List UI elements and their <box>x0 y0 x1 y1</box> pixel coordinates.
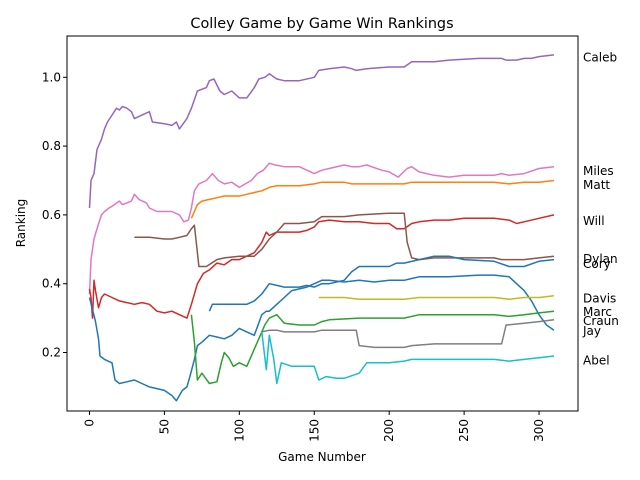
y-tick-label: 1.0 <box>42 70 61 84</box>
series-label-dylan: Dylan <box>583 252 618 266</box>
series-label-marc: Marc <box>583 305 612 319</box>
plot-frame <box>66 35 579 412</box>
series-line-matt <box>190 179 555 219</box>
x-tick-label: 150 <box>307 419 321 442</box>
series-line-abel <box>261 331 555 385</box>
x-tick-label: 200 <box>382 419 396 442</box>
chart-title: Colley Game by Game Win Rankings <box>190 16 453 32</box>
series-line-dylan <box>134 212 555 268</box>
series-line-caleb <box>88 54 555 209</box>
series-label-jay: Jay <box>582 324 601 338</box>
series-label-cory: Cory <box>583 257 611 271</box>
series-line-will <box>88 214 555 319</box>
series-label-miles: Miles <box>583 164 614 178</box>
series-line-cory <box>88 274 555 402</box>
series-label-craun: Craun <box>583 314 619 328</box>
y-axis-ticks: 0.2 0.4 0.6 0.8 1.0 <box>42 70 67 360</box>
series-line-craun <box>208 255 555 312</box>
x-tick-label: 0 <box>82 419 96 427</box>
x-axis-ticks: 0 50 100 150 200 250 300 <box>82 411 546 442</box>
series-line-jay <box>261 319 555 349</box>
x-tick-label: 300 <box>532 419 546 442</box>
plot-lines <box>88 54 555 402</box>
y-tick-label: 0.8 <box>42 139 61 153</box>
series-label-davis: Davis <box>583 291 616 305</box>
series-label-matt: Matt <box>583 178 610 192</box>
series-line-davis <box>318 294 555 300</box>
y-tick-label: 0.6 <box>42 208 61 222</box>
series-label-will: Will <box>583 214 605 228</box>
x-tick-label: 250 <box>457 419 471 442</box>
series-line-miles <box>88 162 555 295</box>
x-tick-label: 100 <box>232 419 246 442</box>
y-tick-label: 0.2 <box>42 346 61 360</box>
y-axis-label: Ranking <box>14 199 28 248</box>
series-line-marc <box>190 310 555 385</box>
series-label-caleb: Caleb <box>583 51 617 65</box>
x-axis-label: Game Number <box>278 450 366 464</box>
y-tick-label: 0.4 <box>42 277 61 291</box>
series-label-abel: Abel <box>583 353 610 367</box>
x-tick-label: 50 <box>157 419 171 434</box>
